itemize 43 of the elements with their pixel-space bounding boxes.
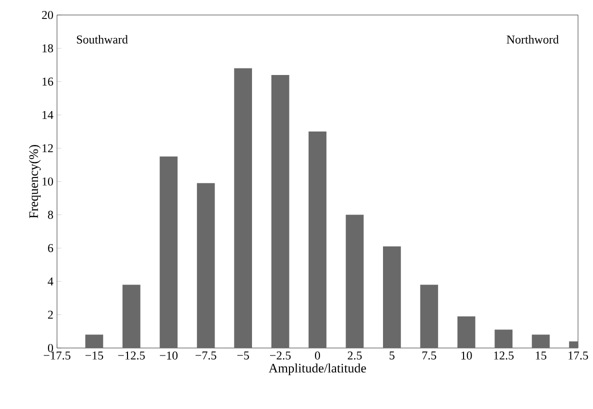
y-tick-label: 6	[48, 244, 54, 252]
x-axis-title: Amplitude/latitude	[268, 363, 366, 376]
x-tick-label: −5	[237, 352, 249, 360]
x-tick-label: 0	[314, 352, 320, 360]
y-tick-label: 8	[48, 210, 54, 219]
x-tick-label: 5	[390, 352, 394, 360]
x-tick-label: 17.5	[568, 352, 588, 360]
y-tick-label: 4	[48, 277, 54, 286]
bar	[234, 68, 252, 348]
y-tick-label: 10	[42, 177, 54, 186]
bar	[457, 316, 476, 348]
y-tick-label: 0	[48, 344, 54, 352]
bar	[122, 284, 140, 348]
x-tick-label: 2.5	[348, 352, 362, 360]
bar	[383, 246, 401, 348]
annotation: Southward	[76, 35, 128, 44]
bar	[494, 330, 513, 348]
bar	[532, 334, 550, 348]
x-tick-label: 10	[461, 352, 472, 360]
y-tick-label: 2	[48, 310, 53, 319]
x-tick-label: 15	[536, 352, 546, 360]
x-tick-label: −10	[160, 352, 178, 360]
x-tick-label: −2.5	[270, 352, 291, 360]
x-tick-label: −7.5	[196, 352, 216, 360]
y-tick-label: 14	[42, 110, 54, 119]
x-tick-label: 7.5	[422, 352, 436, 360]
x-tick-label: 12.5	[494, 352, 514, 360]
bar	[308, 132, 326, 348]
x-tick-label: −15	[85, 352, 104, 360]
y-axis-title: Frequency(%)	[28, 145, 41, 218]
bar	[85, 334, 104, 348]
y-tick-label: 16	[42, 78, 54, 86]
bar	[196, 183, 215, 348]
annotation: Northword	[506, 35, 559, 44]
bar	[420, 284, 438, 348]
x-tick-label: −17.5	[44, 352, 70, 360]
bar	[346, 214, 364, 348]
y-tick-label: 18	[42, 44, 54, 52]
y-tick-label: 12	[42, 144, 53, 152]
bar	[271, 74, 290, 348]
y-tick-label: 20	[42, 10, 54, 20]
bar	[160, 156, 178, 348]
x-tick-label: −12.5	[118, 352, 145, 360]
